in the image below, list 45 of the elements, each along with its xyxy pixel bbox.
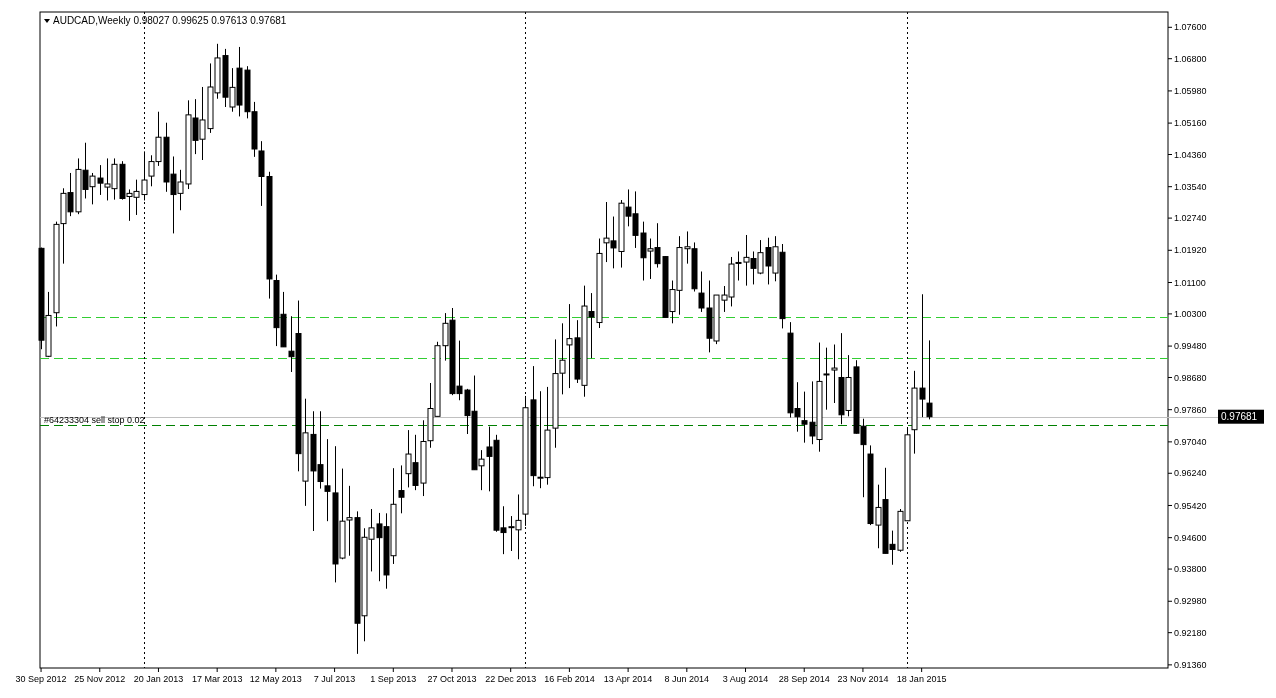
y-tick-label: 0.91360 <box>1174 660 1207 671</box>
candlestick <box>926 339 933 420</box>
x-tick-label: 27 Oct 2013 <box>427 674 477 684</box>
candlestick <box>823 347 830 411</box>
x-tick-label: 12 May 2013 <box>249 674 302 684</box>
x-tick-label: 8 Jun 2014 <box>664 674 710 684</box>
y-tick-label: 0.97040 <box>1174 437 1207 448</box>
y-tick-label: 0.93800 <box>1174 564 1207 575</box>
x-tick-label: 18 Jan 2015 <box>896 674 947 684</box>
x-tick-label: 7 Jul 2013 <box>313 674 356 684</box>
x-tick-label: 16 Feb 2014 <box>544 674 595 684</box>
y-tick-label: 1.00300 <box>1174 309 1207 320</box>
y-tick-label: 1.05980 <box>1174 86 1207 97</box>
y-tick-label: 0.94600 <box>1174 532 1207 543</box>
candlestick <box>831 344 838 404</box>
x-tick-label: 17 Mar 2013 <box>191 674 243 684</box>
y-tick-label: 0.92980 <box>1174 596 1207 607</box>
chart-title: AUDCAD,Weekly 0.98027 0.99625 0.97613 0.97681 <box>53 15 287 26</box>
x-tick-label: 1 Sep 2013 <box>370 674 417 684</box>
x-tick-label: 25 Nov 2012 <box>74 674 126 684</box>
y-tick-label: 0.99480 <box>1174 341 1207 352</box>
y-tick-label: 1.01100 <box>1174 277 1206 288</box>
x-tick-label: 28 Sep 2014 <box>778 674 830 684</box>
x-tick-label: 13 Apr 2014 <box>603 674 653 684</box>
y-tick-label: 1.07600 <box>1174 22 1207 33</box>
y-tick-label: 1.01920 <box>1174 245 1207 256</box>
x-tick-label: 30 Sep 2012 <box>15 674 67 684</box>
candlestick <box>324 438 331 522</box>
y-tick-label: 1.02740 <box>1174 213 1207 224</box>
y-tick-label: 1.06800 <box>1174 53 1207 64</box>
y-tick-label: 0.95420 <box>1174 500 1207 511</box>
x-tick-label: 3 Aug 2014 <box>722 674 769 684</box>
y-tick-label: 1.03540 <box>1174 181 1207 192</box>
ref-line-label: 0.97681 <box>1221 411 1258 423</box>
y-tick-label: 0.98680 <box>1174 372 1207 383</box>
candlestick <box>398 464 405 514</box>
y-tick-label: 1.05160 <box>1174 118 1207 129</box>
ref-line-label: #64233304 sell stop 0.02 <box>44 414 145 425</box>
x-tick-label: 23 Nov 2014 <box>837 674 889 684</box>
x-tick-label: 20 Jan 2013 <box>133 674 184 684</box>
y-tick-label: 0.97860 <box>1174 404 1207 415</box>
x-tick-label: 22 Dec 2013 <box>485 674 537 684</box>
y-tick-label: 1.04360 <box>1174 149 1207 160</box>
y-tick-label: 0.92180 <box>1174 627 1207 638</box>
y-tick-label: 0.96240 <box>1174 468 1207 479</box>
